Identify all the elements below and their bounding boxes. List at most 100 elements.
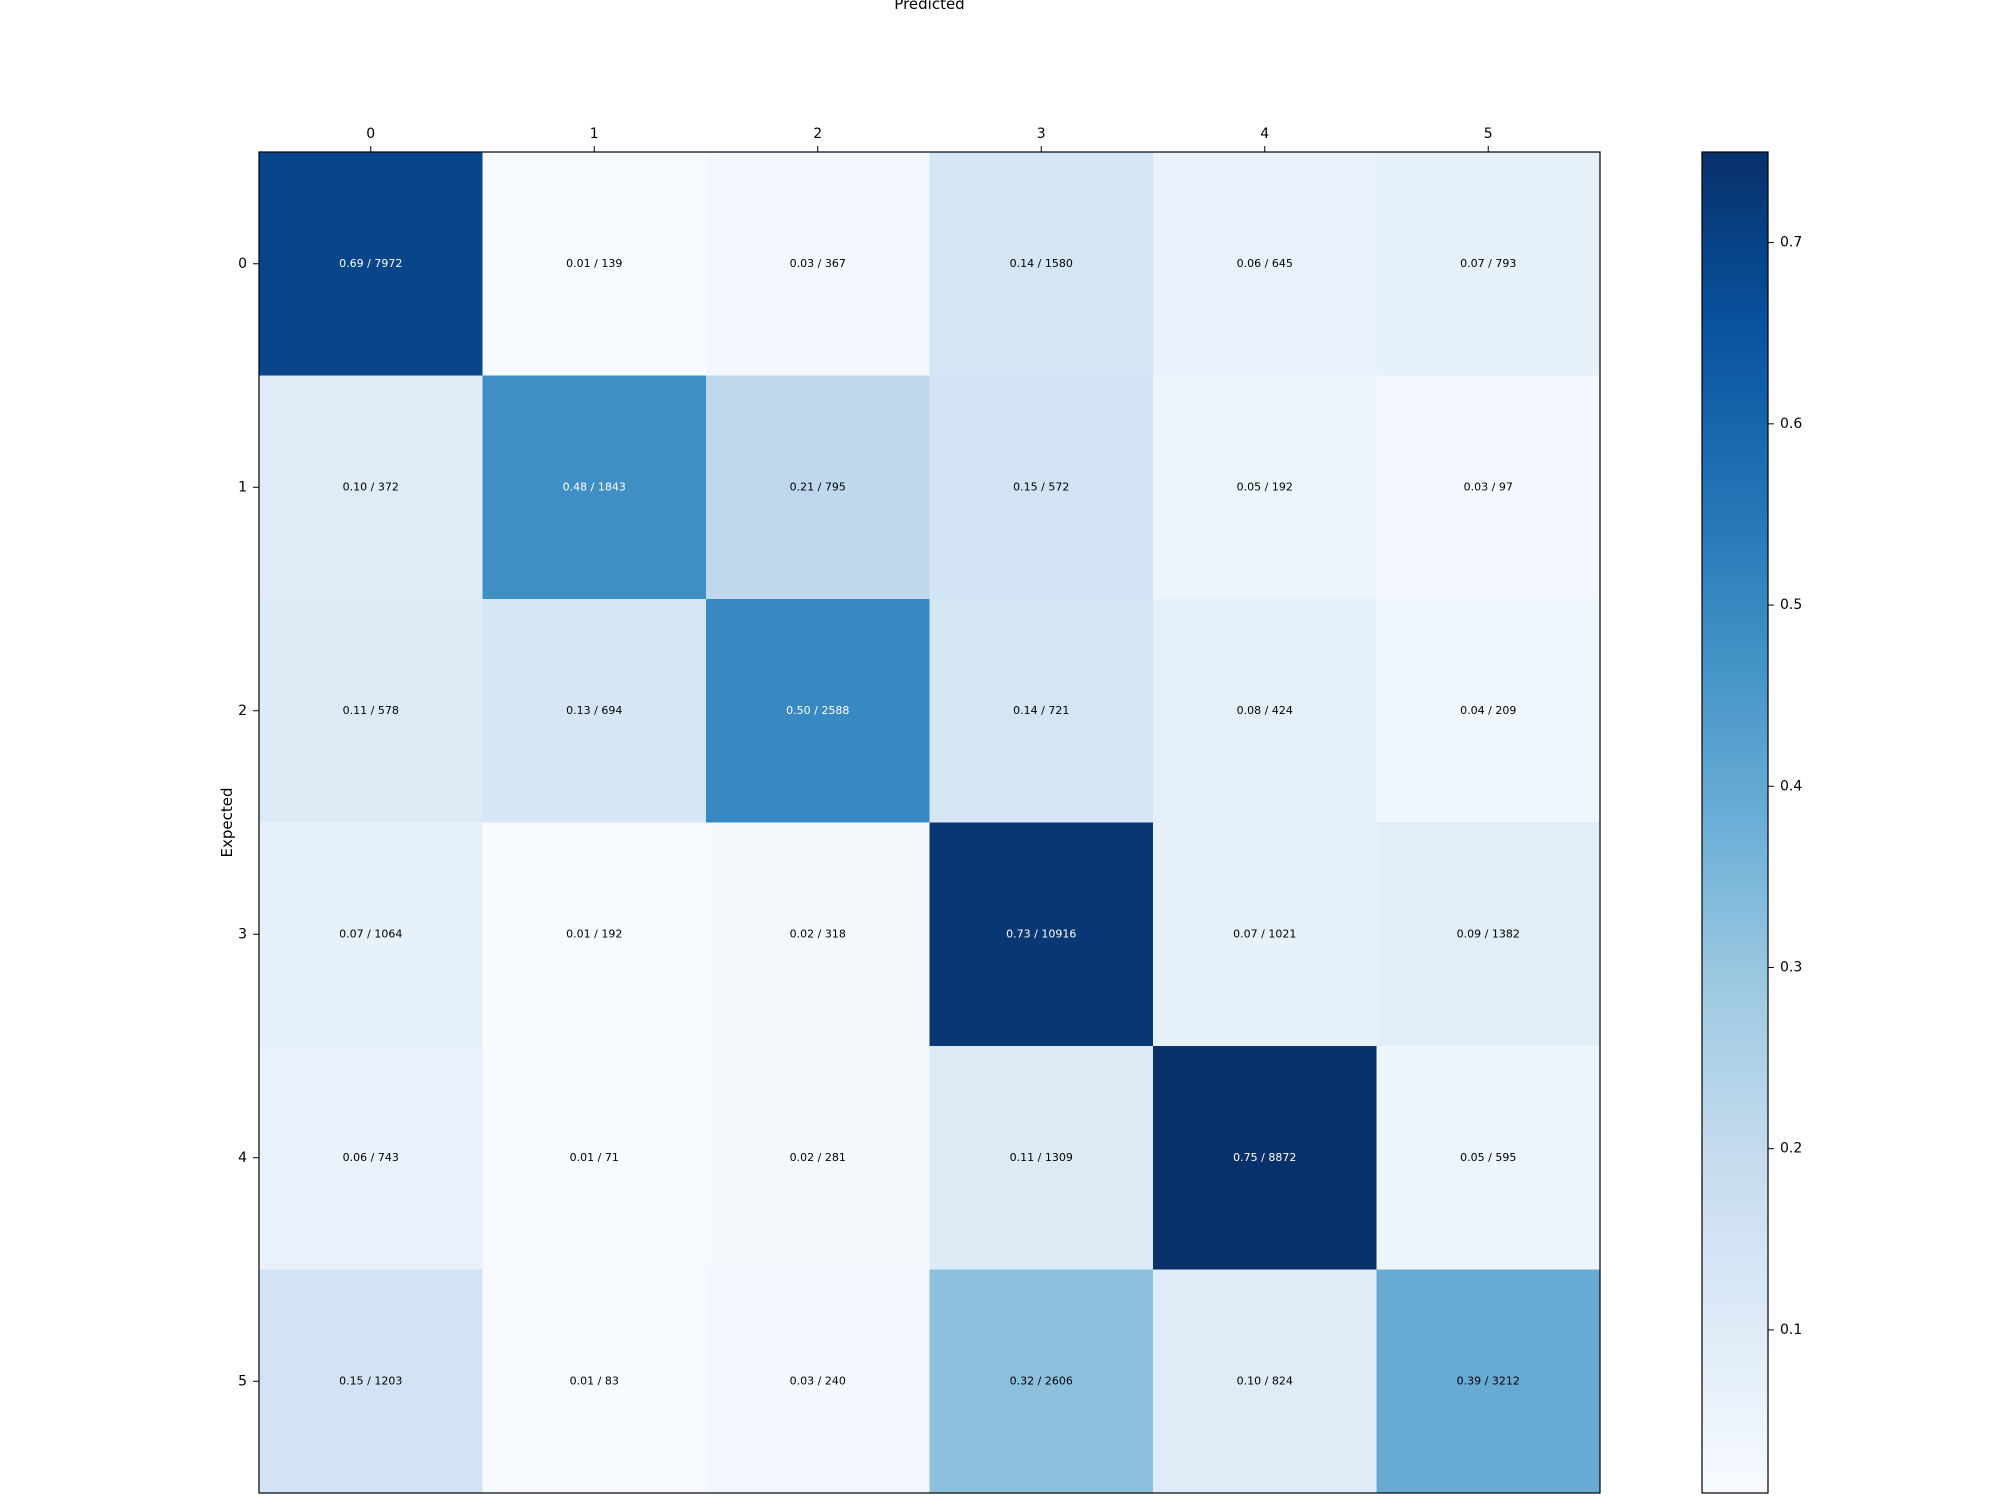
- heatmap-cell: [259, 152, 483, 376]
- heatmap-cell: [482, 152, 707, 376]
- heatmap-cell: [929, 375, 1154, 600]
- heatmap-cell: [1153, 599, 1377, 823]
- cell-value-label: 0.01 / 71: [570, 1151, 619, 1164]
- heatmap-cell: [929, 1269, 1154, 1494]
- cell-value-label: 0.01 / 139: [566, 257, 622, 270]
- heatmap-cell: [259, 822, 483, 1047]
- cell-value-label: 0.06 / 645: [1237, 257, 1293, 270]
- cell-value-label: 0.03 / 240: [790, 1374, 846, 1387]
- cell-value-label: 0.50 / 2588: [786, 704, 849, 717]
- y-tick-label: 3: [238, 926, 247, 942]
- y-tick-label: 5: [238, 1373, 247, 1389]
- heatmap-cell: [1153, 152, 1377, 376]
- colorbar-tick-label: 0.3: [1780, 959, 1802, 975]
- heatmap-cell: [259, 1046, 483, 1270]
- heatmap-cell: [482, 822, 707, 1047]
- cell-value-label: 0.05 / 192: [1237, 480, 1293, 493]
- cell-value-label: 0.03 / 367: [790, 257, 846, 270]
- y-axis-label: Expected: [218, 788, 236, 858]
- cell-value-label: 0.07 / 1064: [339, 927, 402, 940]
- cell-value-label: 0.13 / 694: [566, 704, 622, 717]
- heatmap-cell: [1376, 1046, 1601, 1270]
- heatmap-cell: [1153, 1269, 1377, 1494]
- x-tick-label: 1: [590, 126, 599, 142]
- heatmap-cell: [1376, 375, 1601, 600]
- heatmap-cell: [482, 1269, 707, 1494]
- x-axis-ticks: 0 1 2 3 4 5: [366, 126, 1493, 152]
- cell-value-label: 0.03 / 97: [1464, 480, 1513, 493]
- cell-value-label: 0.69 / 7972: [339, 257, 402, 270]
- colorbar-tick-label: 0.7: [1780, 235, 1802, 251]
- cell-value-label: 0.09 / 1382: [1457, 927, 1520, 940]
- heatmap-cell: [706, 822, 930, 1047]
- cell-value-label: 0.15 / 1203: [339, 1374, 402, 1387]
- cell-value-label: 0.05 / 595: [1460, 1151, 1516, 1164]
- heatmap-cells: [259, 152, 1601, 1494]
- heatmap-cell: [929, 152, 1154, 376]
- cell-value-label: 0.01 / 192: [566, 927, 622, 940]
- cell-value-label: 0.07 / 793: [1460, 257, 1516, 270]
- x-axis-label: Predicted: [894, 0, 964, 13]
- heatmap-cell: [929, 1046, 1154, 1270]
- x-tick-label: 3: [1037, 126, 1046, 142]
- heatmap-cell: [706, 375, 930, 600]
- x-tick-label: 5: [1484, 126, 1493, 142]
- colorbar-tick-label: 0.2: [1780, 1141, 1802, 1157]
- heatmap-cell: [482, 375, 707, 600]
- cell-value-label: 0.08 / 424: [1237, 704, 1293, 717]
- cell-value-label: 0.75 / 8872: [1233, 1151, 1296, 1164]
- heatmap-cell-labels: 0.69 / 7972 0.01 / 139 0.03 / 367 0.14 / 15…: [339, 257, 1520, 1388]
- cell-value-label: 0.06 / 743: [343, 1151, 399, 1164]
- y-tick-label: 1: [238, 479, 247, 495]
- cell-value-label: 0.32 / 2606: [1010, 1374, 1073, 1387]
- heatmap-cell: [482, 599, 707, 823]
- cell-value-label: 0.01 / 83: [570, 1374, 619, 1387]
- x-tick-label: 4: [1260, 126, 1269, 142]
- heatmap-cell: [929, 822, 1154, 1047]
- heatmap-cell: [706, 599, 930, 823]
- heatmap-cell: [259, 375, 483, 600]
- cell-value-label: 0.02 / 281: [790, 1151, 846, 1164]
- plot-frame: [258, 151, 1601, 1494]
- y-tick-label: 2: [238, 703, 247, 719]
- heatmap-cell: [706, 1046, 930, 1270]
- colorbar-ticks: 0.1 0.2 0.3 0.4 0.5 0.6 0.7: [1768, 235, 1802, 1338]
- heatmap-cell: [1153, 822, 1377, 1047]
- cell-value-label: 0.04 / 209: [1460, 704, 1516, 717]
- y-tick-label: 0: [238, 256, 247, 272]
- cell-value-label: 0.11 / 1309: [1010, 1151, 1073, 1164]
- cell-value-label: 0.14 / 1580: [1010, 257, 1073, 270]
- y-axis-ticks: 0 1 2 3 4 5: [238, 256, 259, 1389]
- cell-value-label: 0.73 / 10916: [1006, 927, 1076, 940]
- cell-value-label: 0.48 / 1843: [563, 480, 626, 493]
- colorbar: [1701, 151, 1769, 1494]
- colorbar-tick-label: 0.1: [1780, 1322, 1802, 1338]
- heatmap-cell: [1376, 822, 1601, 1047]
- cell-value-label: 0.11 / 578: [343, 704, 399, 717]
- colorbar-tick-label: 0.6: [1780, 416, 1802, 432]
- colorbar-tick-label: 0.4: [1780, 778, 1802, 794]
- cell-value-label: 0.07 / 1021: [1233, 927, 1296, 940]
- cell-value-label: 0.02 / 318: [790, 927, 846, 940]
- cell-value-label: 0.14 / 721: [1013, 704, 1069, 717]
- heatmap-cell: [706, 1269, 930, 1494]
- heatmap-cell: [929, 599, 1154, 823]
- heatmap-cell: [1376, 152, 1601, 376]
- heatmap-cell: [1153, 375, 1377, 600]
- heatmap-cell: [1376, 1269, 1601, 1494]
- colorbar-tick-label: 0.5: [1780, 597, 1802, 613]
- x-tick-label: 0: [366, 126, 375, 142]
- heatmap-cell: [259, 1269, 483, 1494]
- heatmap-cell: [1376, 599, 1601, 823]
- cell-value-label: 0.10 / 824: [1237, 1374, 1293, 1387]
- heatmap-cell: [259, 599, 483, 823]
- heatmap-cell: [482, 1046, 707, 1270]
- heatmap-cell: [1153, 1046, 1377, 1270]
- cell-value-label: 0.10 / 372: [343, 480, 399, 493]
- cell-value-label: 0.21 / 795: [790, 480, 846, 493]
- cell-value-label: 0.15 / 572: [1013, 480, 1069, 493]
- heatmap-cell: [706, 152, 930, 376]
- y-tick-label: 4: [238, 1150, 247, 1166]
- x-tick-label: 2: [813, 126, 822, 142]
